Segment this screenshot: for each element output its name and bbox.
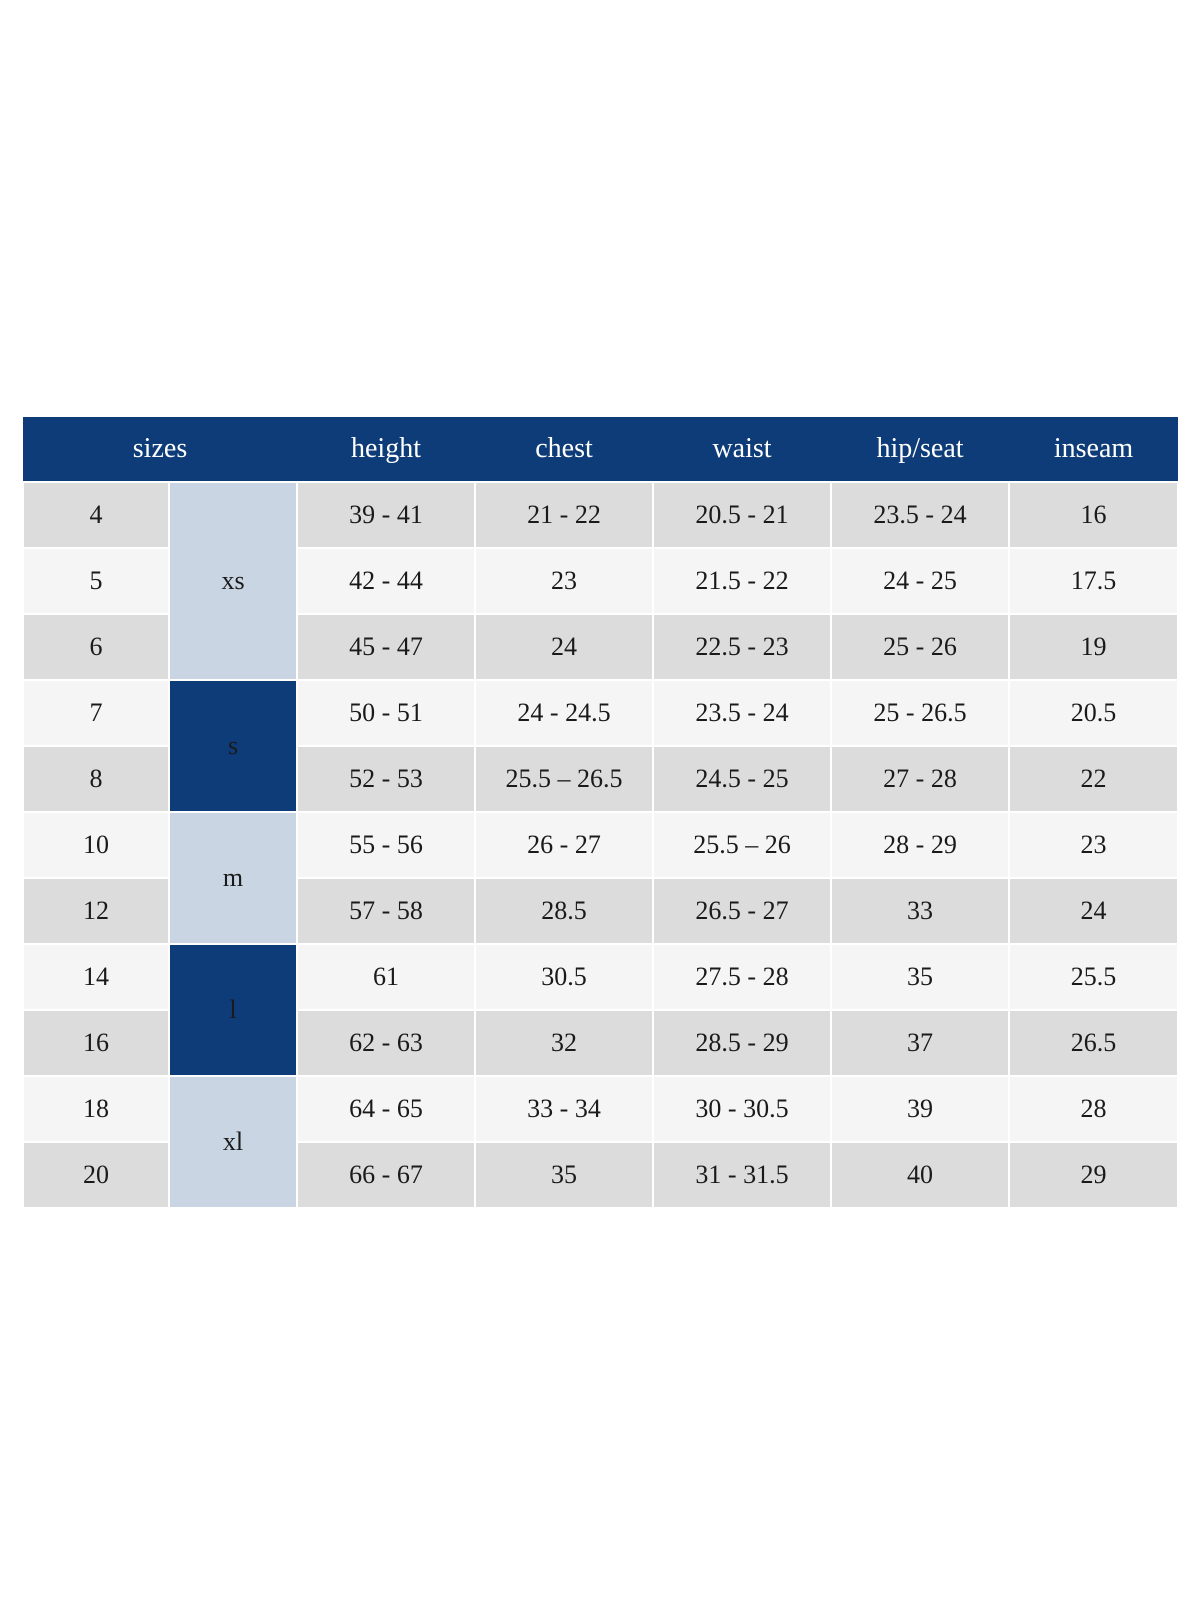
waist-cell: 20.5 - 21 (652, 481, 832, 549)
table-row: 12 57 - 58 28.5 26.5 - 27 33 24 (22, 877, 1179, 945)
size-cell: 5 (22, 547, 170, 615)
height-cell: 62 - 63 (296, 1009, 476, 1077)
size-cell: 18 (22, 1075, 170, 1143)
table-row: 8 52 - 53 25.5 – 26.5 24.5 - 25 27 - 28 22 (22, 745, 1179, 813)
hip-seat-cell: 25 - 26.5 (830, 679, 1010, 747)
waist-cell: 31 - 31.5 (652, 1141, 832, 1209)
size-cell: 6 (22, 613, 170, 681)
chest-cell: 30.5 (474, 943, 654, 1011)
inseam-cell: 23 (1008, 811, 1179, 879)
height-cell: 45 - 47 (296, 613, 476, 681)
table-row: 6 45 - 47 24 22.5 - 23 25 - 26 19 (22, 613, 1179, 681)
inseam-cell: 17.5 (1008, 547, 1179, 615)
chest-cell: 25.5 – 26.5 (474, 745, 654, 813)
height-cell: 66 - 67 (296, 1141, 476, 1209)
size-cell: 20 (22, 1141, 170, 1209)
hip-seat-cell: 23.5 - 24 (830, 481, 1010, 549)
hip-seat-cell: 28 - 29 (830, 811, 1010, 879)
header-chest: chest (475, 417, 653, 482)
chest-cell: 21 - 22 (474, 481, 654, 549)
height-cell: 57 - 58 (296, 877, 476, 945)
size-cell: 12 (22, 877, 170, 945)
header-waist: waist (653, 417, 831, 482)
table-row: 10 m 55 - 56 26 - 27 25.5 – 26 28 - 29 23 (22, 811, 1179, 945)
header-row: sizes height chest waist hip/seat inseam (23, 417, 1178, 482)
table-header: sizes height chest waist hip/seat inseam (23, 417, 1178, 482)
chest-cell: 23 (474, 547, 654, 615)
chest-cell: 24 - 24.5 (474, 679, 654, 747)
size-group-cell: l (168, 943, 298, 1077)
waist-cell: 25.5 – 26 (652, 811, 832, 879)
hip-seat-cell: 25 - 26 (830, 613, 1010, 681)
waist-cell: 26.5 - 27 (652, 877, 832, 945)
hip-seat-cell: 39 (830, 1075, 1010, 1143)
height-cell: 64 - 65 (296, 1075, 476, 1143)
table-row: 20 66 - 67 35 31 - 31.5 40 29 (22, 1141, 1179, 1209)
hip-seat-cell: 27 - 28 (830, 745, 1010, 813)
inseam-cell: 24 (1008, 877, 1179, 945)
waist-cell: 21.5 - 22 (652, 547, 832, 615)
inseam-cell: 16 (1008, 481, 1179, 549)
height-cell: 61 (296, 943, 476, 1011)
hip-seat-cell: 33 (830, 877, 1010, 945)
size-group-cell: xs (168, 481, 298, 681)
hip-seat-cell: 37 (830, 1009, 1010, 1077)
size-group-cell: m (168, 811, 298, 945)
inseam-cell: 28 (1008, 1075, 1179, 1143)
table-row: 4 xs 39 - 41 21 - 22 20.5 - 21 23.5 - 24 16 (22, 481, 1179, 681)
size-group-cell: s (168, 679, 298, 813)
table-row: 5 42 - 44 23 21.5 - 22 24 - 25 17.5 (22, 547, 1179, 615)
waist-cell: 28.5 - 29 (652, 1009, 832, 1077)
size-chart-table: sizes height chest waist hip/seat inseam… (22, 417, 1179, 1209)
header-inseam: inseam (1009, 417, 1178, 482)
table-row: 18 xl 64 - 65 33 - 34 30 - 30.5 39 28 (22, 1075, 1179, 1209)
table-row: 14 l 61 30.5 27.5 - 28 35 25.5 (22, 943, 1179, 1077)
table-row: 16 62 - 63 32 28.5 - 29 37 26.5 (22, 1009, 1179, 1077)
chest-cell: 28.5 (474, 877, 654, 945)
inseam-cell: 22 (1008, 745, 1179, 813)
chest-cell: 26 - 27 (474, 811, 654, 879)
waist-cell: 22.5 - 23 (652, 613, 832, 681)
hip-seat-cell: 24 - 25 (830, 547, 1010, 615)
inseam-cell: 19 (1008, 613, 1179, 681)
height-cell: 42 - 44 (296, 547, 476, 615)
size-cell: 14 (22, 943, 170, 1011)
hip-seat-cell: 40 (830, 1141, 1010, 1209)
size-cell: 7 (22, 679, 170, 747)
header-height: height (297, 417, 475, 482)
chest-cell: 33 - 34 (474, 1075, 654, 1143)
height-cell: 55 - 56 (296, 811, 476, 879)
waist-cell: 23.5 - 24 (652, 679, 832, 747)
header-hip-seat: hip/seat (831, 417, 1009, 482)
size-cell: 10 (22, 811, 170, 879)
table-row: 7 s 50 - 51 24 - 24.5 23.5 - 24 25 - 26.5 20.5 (22, 679, 1179, 813)
inseam-cell: 26.5 (1008, 1009, 1179, 1077)
height-cell: 50 - 51 (296, 679, 476, 747)
waist-cell: 30 - 30.5 (652, 1075, 832, 1143)
chest-cell: 35 (474, 1141, 654, 1209)
height-cell: 39 - 41 (296, 481, 476, 549)
inseam-cell: 20.5 (1008, 679, 1179, 747)
header-sizes: sizes (23, 417, 297, 482)
size-cell: 16 (22, 1009, 170, 1077)
size-group-cell: xl (168, 1075, 298, 1209)
waist-cell: 24.5 - 25 (652, 745, 832, 813)
size-cell: 4 (22, 481, 170, 549)
inseam-cell: 25.5 (1008, 943, 1179, 1011)
hip-seat-cell: 35 (830, 943, 1010, 1011)
size-cell: 8 (22, 745, 170, 813)
height-cell: 52 - 53 (296, 745, 476, 813)
size-chart-body: 4 xs 39 - 41 21 - 22 20.5 - 21 23.5 - 24 16 5 42… (22, 481, 1179, 1209)
inseam-cell: 29 (1008, 1141, 1179, 1209)
waist-cell: 27.5 - 28 (652, 943, 832, 1011)
chest-cell: 32 (474, 1009, 654, 1077)
chest-cell: 24 (474, 613, 654, 681)
